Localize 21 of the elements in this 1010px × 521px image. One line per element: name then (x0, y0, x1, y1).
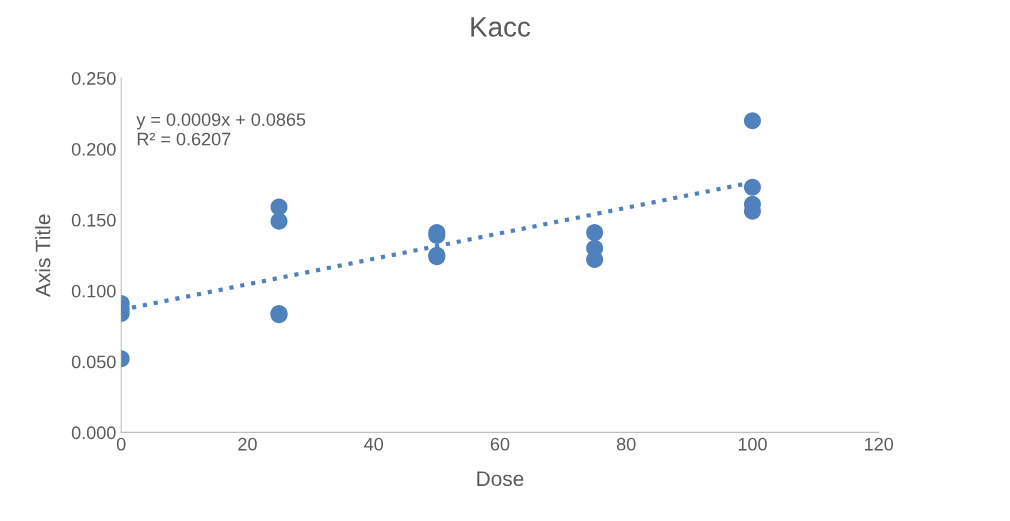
y-tick-label: 0.250 (71, 72, 116, 85)
x-tick-label: 80 (616, 437, 636, 451)
y-axis-title: Axis Title (35, 214, 51, 297)
x-axis-title: Dose (477, 471, 524, 487)
y-tick-label: 0.150 (71, 213, 116, 227)
point (586, 224, 604, 242)
x-tick-label: 120 (865, 437, 894, 451)
x-tick-label: 60 (490, 437, 510, 451)
point (743, 112, 761, 130)
point (743, 178, 761, 196)
y-tick-label: 0.000 (71, 426, 116, 440)
y-tick-label: 0.050 (71, 355, 116, 369)
x-tick-label: 20 (238, 437, 257, 451)
point (270, 212, 288, 230)
x-tick-label: 100 (738, 437, 767, 451)
y-tick-label: 0.200 (71, 142, 116, 156)
x-tick-label: 0 (116, 437, 126, 451)
annotation: y = 0.0009x + 0.0865 R² = 0.6207 (136, 113, 306, 146)
x-tick-label: 40 (364, 437, 384, 451)
y-tick-label: 0.100 (71, 284, 116, 298)
chart-title: Kacc (471, 17, 531, 37)
